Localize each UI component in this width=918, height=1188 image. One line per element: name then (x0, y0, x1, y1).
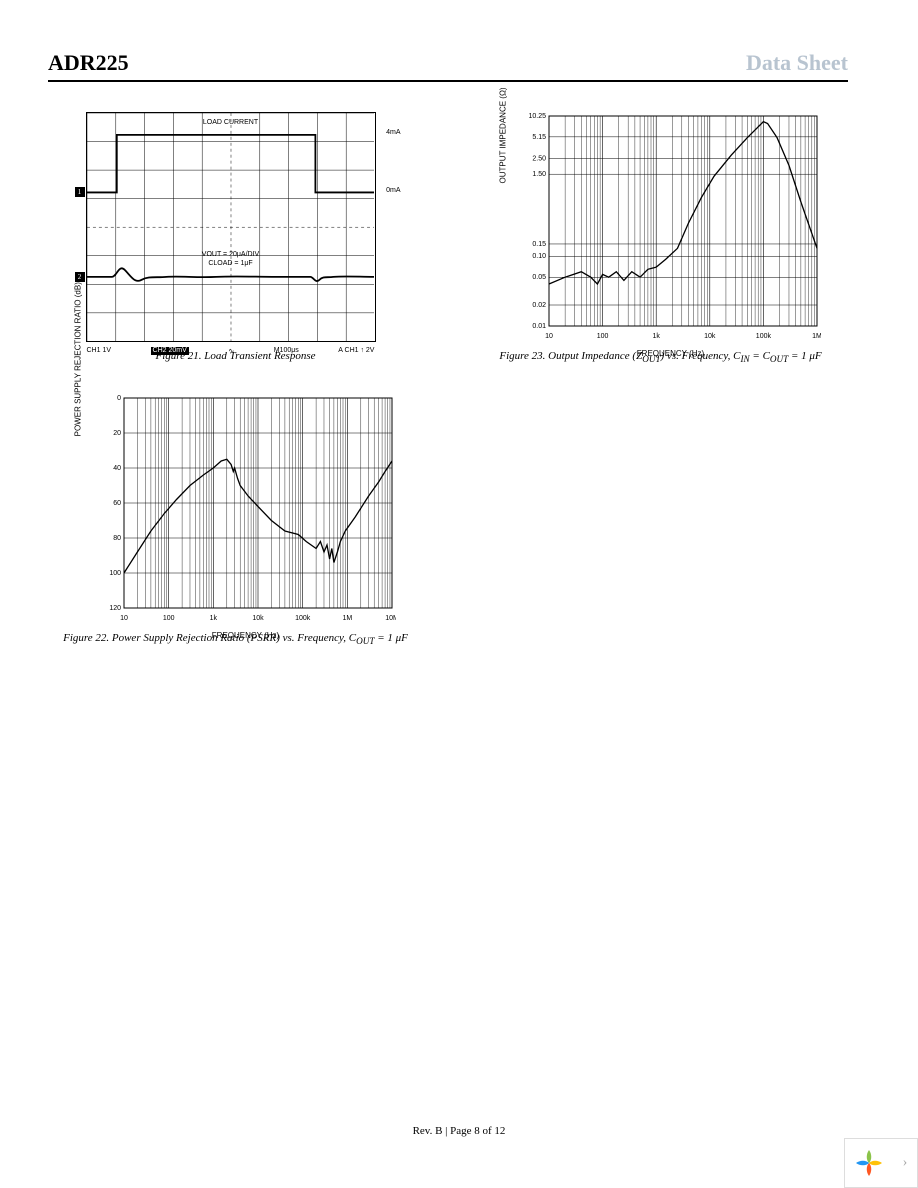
svg-text:0.01: 0.01 (532, 323, 546, 330)
next-page-button[interactable]: › (893, 1139, 917, 1187)
svg-text:1k: 1k (652, 333, 660, 340)
svg-text:2.50: 2.50 (532, 156, 546, 163)
svg-text:0.05: 0.05 (532, 274, 546, 281)
svg-text:0: 0 (117, 395, 121, 402)
logo-icon (845, 1139, 893, 1187)
svg-text:10k: 10k (704, 333, 716, 340)
svg-text:10k: 10k (252, 615, 264, 622)
scope-marker-2: 2 (75, 272, 85, 282)
page-header: ADR225 Data Sheet (48, 50, 848, 82)
ch1-label: CH1 1V (87, 347, 112, 355)
svg-text:1M: 1M (812, 333, 821, 340)
svg-text:100: 100 (596, 333, 608, 340)
part-number: ADR225 (48, 50, 129, 76)
svg-text:1k: 1k (209, 615, 217, 622)
scope-top-label: LOAD CURRENT (203, 119, 258, 126)
doc-type: Data Sheet (746, 50, 848, 76)
svg-text:10: 10 (545, 333, 553, 340)
scope-right-1: 4mA (386, 129, 400, 136)
svg-text:10.25: 10.25 (528, 113, 546, 120)
scope-marker-1: 1 (75, 187, 85, 197)
svg-text:20: 20 (113, 430, 121, 437)
ch2-label: CH2 20mV (151, 347, 189, 355)
svg-text:100: 100 (109, 570, 121, 577)
scope-annotation: VOUT = 20μA/DIV CLOAD = 1μF (202, 250, 259, 268)
annot-line-1: VOUT = 20μA/DIV (202, 250, 259, 259)
svg-text:100k: 100k (755, 333, 771, 340)
impedance-chart: OUTPUT IMPEDANCE (Ω) 101001k10k100k1M0.0… (521, 112, 821, 342)
figure-22: POWER SUPPLY REJECTION RATIO (dB) 101001… (48, 394, 423, 646)
scope-plot: LOAD CURRENT 4mA 0mA 1 2 VOUT = 20μA/DIV… (86, 112, 376, 342)
annot-line-2: CLOAD = 1μF (202, 259, 259, 268)
svg-text:10M: 10M (385, 615, 396, 622)
trig-label: A CH1 ↑ 2V (338, 347, 374, 355)
svg-text:100k: 100k (295, 615, 311, 622)
psrr-chart: POWER SUPPLY REJECTION RATIO (dB) 101001… (96, 394, 396, 624)
fig22-ylabel: POWER SUPPLY REJECTION RATIO (dB) (73, 282, 82, 436)
svg-text:80: 80 (113, 535, 121, 542)
page-footer: Rev. B | Page 8 of 12 (0, 1125, 918, 1137)
scope-right-2: 0mA (386, 187, 400, 194)
nav-widget: › (844, 1138, 918, 1188)
fig22-xlabel: FREQUENCY (Hz) (212, 631, 279, 640)
svg-text:40: 40 (113, 465, 121, 472)
scope-bottom-row: CH1 1V CH2 20mV ∿ M100μs A CH1 ↑ 2V (87, 347, 375, 355)
svg-text:10: 10 (120, 615, 128, 622)
svg-text:5.15: 5.15 (532, 134, 546, 141)
svg-text:120: 120 (109, 605, 121, 612)
time-label: M100μs (274, 347, 299, 355)
svg-text:1.50: 1.50 (532, 171, 546, 178)
svg-text:60: 60 (113, 500, 121, 507)
svg-text:100: 100 (162, 615, 174, 622)
svg-text:0.02: 0.02 (532, 302, 546, 309)
figure-21: LOAD CURRENT 4mA 0mA 1 2 VOUT = 20μA/DIV… (48, 112, 423, 364)
fig23-xlabel: FREQUENCY (Hz) (637, 349, 704, 358)
svg-text:0.15: 0.15 (532, 241, 546, 248)
figure-23: OUTPUT IMPEDANCE (Ω) 101001k10k100k1M0.0… (473, 112, 848, 364)
fig23-ylabel: OUTPUT IMPEDANCE (Ω) (498, 87, 507, 183)
svg-text:0.10: 0.10 (532, 253, 546, 260)
svg-text:1M: 1M (342, 615, 352, 622)
